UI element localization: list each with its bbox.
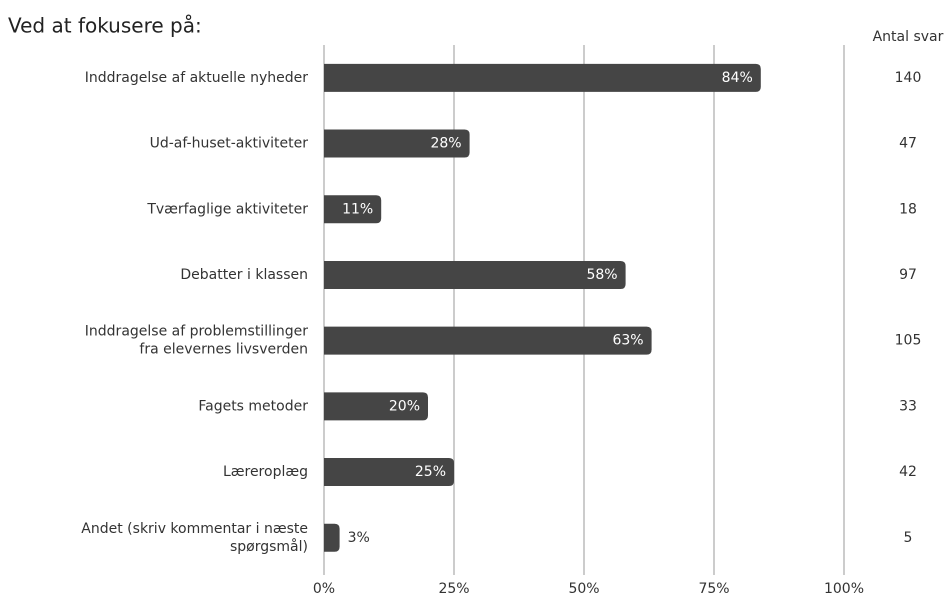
- x-tick-label: 50%: [568, 581, 599, 597]
- x-tick-label: 75%: [698, 581, 729, 597]
- bar: [324, 458, 454, 487]
- y-tick-label: Inddragelse af problemstillinger: [85, 324, 308, 340]
- value-label: 11%: [342, 201, 373, 217]
- y-tick-label: Andet (skriv kommentar i næste: [81, 521, 308, 537]
- count-label: 18: [899, 201, 917, 217]
- value-label: 58%: [586, 267, 617, 283]
- value-label: 84%: [722, 70, 753, 86]
- count-label: 140: [895, 70, 922, 86]
- bar: [324, 260, 626, 289]
- count-label: 97: [899, 267, 917, 283]
- y-tick-label: Inddragelse af aktuelle nyheder: [85, 70, 308, 86]
- count-label: 42: [899, 464, 917, 480]
- y-tick-label: Ud-af-huset-aktiviteter: [150, 136, 309, 152]
- y-tick-label: spørgsmål): [230, 538, 308, 555]
- value-label: 63%: [612, 333, 643, 349]
- y-tick-label: Fagets metoder: [198, 398, 308, 414]
- count-label: 33: [899, 398, 917, 414]
- value-label: 20%: [389, 398, 420, 414]
- y-tick-label: Debatter i klassen: [180, 267, 308, 283]
- value-label: 25%: [415, 464, 446, 480]
- bar: [324, 195, 382, 224]
- y-tick-label: Læreroplæg: [223, 464, 308, 480]
- bar: [324, 129, 470, 158]
- count-label: 105: [895, 333, 922, 349]
- value-label: 28%: [430, 136, 461, 152]
- value-label: 3%: [348, 530, 370, 546]
- count-label: 47: [899, 136, 917, 152]
- y-tick-label: Tværfaglige aktiviteter: [146, 201, 308, 217]
- count-label: 5: [904, 530, 913, 546]
- count-header: Antal svar: [873, 29, 944, 45]
- bar: [324, 63, 761, 92]
- x-tick-label: 0%: [313, 581, 335, 597]
- x-tick-label: 25%: [438, 581, 469, 597]
- bar: [324, 523, 340, 552]
- y-tick-label: fra elevernes livsverden: [139, 342, 308, 358]
- bar: [324, 326, 652, 355]
- x-tick-label: 100%: [824, 581, 864, 597]
- bar: [324, 392, 428, 421]
- chart-title: Ved at fokusere på:: [8, 14, 202, 38]
